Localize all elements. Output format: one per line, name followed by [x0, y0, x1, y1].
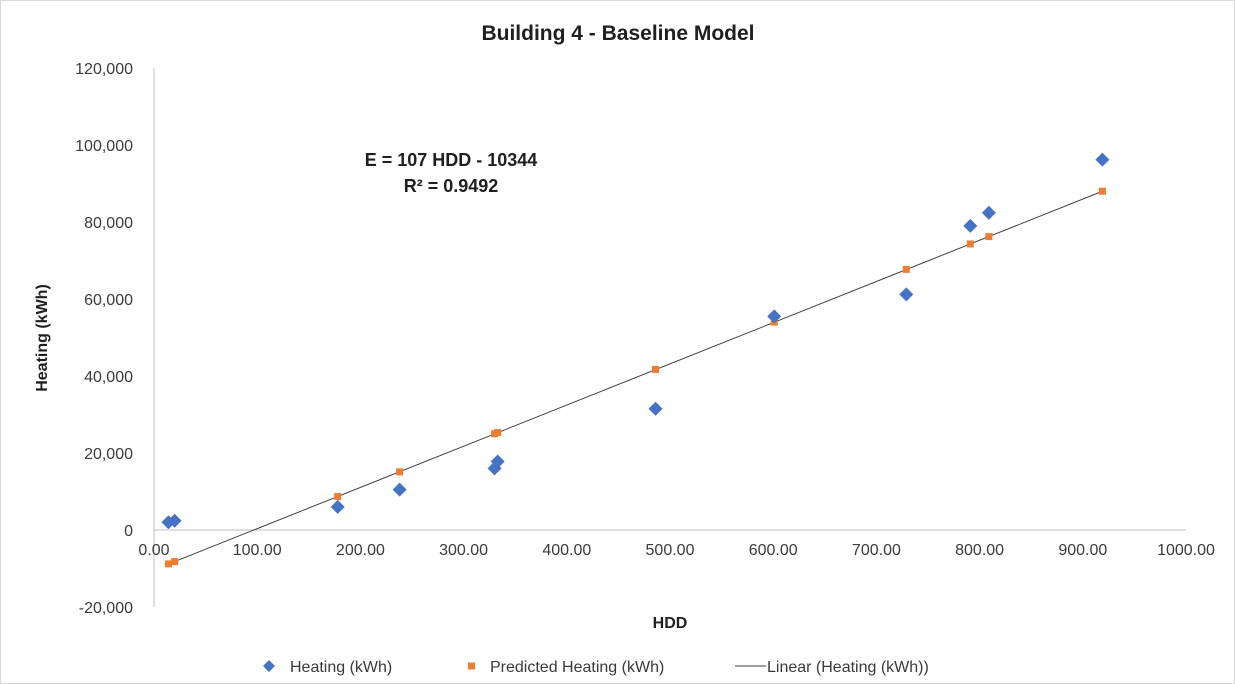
trendline: [168, 190, 1103, 565]
x-tick-label: 900.00: [1058, 542, 1107, 559]
x-tick-label: 200.00: [336, 542, 385, 559]
predicted-point: [1098, 187, 1106, 195]
predicted-point: [985, 233, 993, 241]
y-tick-label: 100,000: [75, 138, 133, 155]
y-tick-label: 80,000: [84, 215, 133, 232]
heating-point: [392, 482, 407, 497]
heating-point: [963, 218, 978, 233]
predicted-point: [494, 429, 502, 437]
y-tick-label: 60,000: [84, 292, 133, 309]
trendline-layer: [168, 190, 1103, 565]
x-tick-label: 1000.00: [1157, 542, 1215, 559]
legend-heating-label: Heating (kWh): [290, 659, 392, 676]
y-tick-label: 40,000: [84, 369, 133, 386]
legend: Heating (kWh) Predicted Heating (kWh) Line…: [263, 659, 929, 676]
y-tick-labels: -20,000 0 20,000 40,000 60,000 80,000 100,000 1…: [75, 61, 133, 617]
x-axis-title: HDD: [653, 615, 688, 632]
heating-point: [767, 309, 782, 324]
heating-point: [1095, 152, 1110, 167]
predicted-point: [171, 558, 179, 566]
y-tick-label: 120,000: [75, 61, 133, 78]
x-tick-label: 100.00: [233, 542, 282, 559]
predicted-point: [966, 240, 974, 248]
predicted-point: [652, 365, 660, 373]
heating-series-layer: [161, 152, 1110, 530]
x-tick-label: 700.00: [852, 542, 901, 559]
x-tick-label: 800.00: [955, 542, 1004, 559]
axes: [153, 68, 1186, 607]
predicted-point: [396, 468, 404, 476]
x-tick-label: 600.00: [749, 542, 798, 559]
heating-point: [167, 513, 182, 528]
legend-predicted-label: Predicted Heating (kWh): [490, 659, 664, 676]
legend-heating-marker: [263, 660, 275, 672]
heating-point: [648, 401, 663, 416]
predicted-point: [902, 265, 910, 273]
predicted-point: [334, 493, 342, 501]
trendline-equation: E = 107 HDD - 10344: [365, 150, 538, 170]
legend-linear-label: Linear (Heating (kWh)): [767, 659, 929, 676]
y-tick-label: -20,000: [79, 600, 133, 617]
heating-point: [981, 205, 996, 220]
x-tick-label: 0.00: [138, 542, 169, 559]
predicted-point: [164, 560, 172, 568]
y-axis-title: Heating (kWh): [34, 284, 51, 392]
heating-point: [330, 499, 345, 514]
x-tick-label: 400.00: [542, 542, 591, 559]
heating-point: [899, 287, 914, 302]
r-squared-label: R² = 0.9492: [404, 176, 499, 196]
x-tick-label: 500.00: [646, 542, 695, 559]
heating-point: [490, 454, 505, 469]
chart-title: Building 4 - Baseline Model: [481, 22, 754, 45]
x-tick-labels: 0.00 100.00 200.00 300.00 400.00 500.00 600.00…: [138, 542, 1215, 559]
y-tick-label: 0: [124, 523, 133, 540]
x-tick-label: 300.00: [439, 542, 488, 559]
legend-predicted-marker: [468, 662, 475, 670]
y-tick-label: 20,000: [84, 446, 133, 463]
